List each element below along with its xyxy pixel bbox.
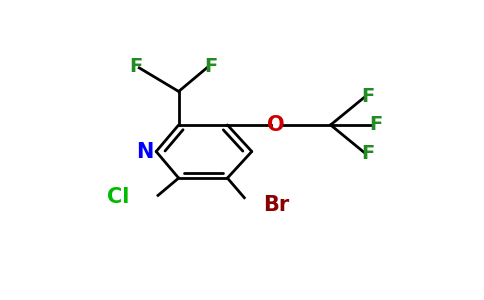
Text: Cl: Cl [107, 187, 130, 206]
Text: F: F [129, 56, 142, 76]
Text: F: F [204, 56, 217, 76]
Text: Br: Br [263, 195, 289, 214]
Text: F: F [362, 144, 375, 163]
Text: N: N [136, 142, 153, 161]
Text: F: F [362, 87, 375, 106]
Text: F: F [369, 116, 382, 134]
Text: O: O [267, 115, 285, 135]
